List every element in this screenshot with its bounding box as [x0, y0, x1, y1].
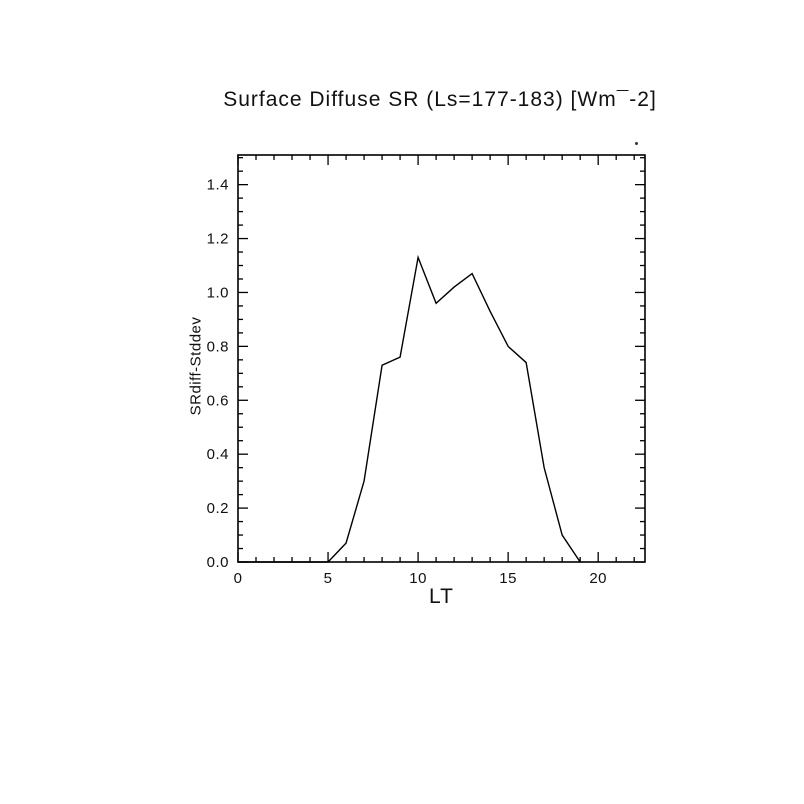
y-tick-label: 0.0: [207, 554, 229, 571]
data-line: [238, 254, 581, 563]
x-tick-label: 0: [234, 570, 243, 587]
chart-title: Surface Diffuse SR (Ls=177-183) [Wm¯-2]: [223, 88, 657, 111]
y-tick-label: 0.8: [207, 338, 229, 355]
x-tick-label: 15: [499, 570, 517, 587]
y-tick-label: 1.0: [207, 284, 229, 301]
y-tick-label: 0.4: [207, 446, 229, 463]
stray-mark: [635, 142, 638, 145]
y-tick-label: 0.2: [207, 500, 229, 517]
y-tick-label: 0.6: [207, 392, 229, 409]
y-axis-label: SRdiff-Stddev: [187, 316, 205, 416]
axes-frame: [237, 154, 646, 563]
x-tick-label: 5: [324, 570, 333, 587]
y-tick-label: 1.2: [207, 231, 229, 248]
x-tick-label: 20: [589, 570, 607, 587]
x-axis-label: LT: [429, 585, 454, 608]
x-tick-label: 10: [409, 570, 427, 587]
y-tick-label: 1.4: [207, 177, 229, 194]
